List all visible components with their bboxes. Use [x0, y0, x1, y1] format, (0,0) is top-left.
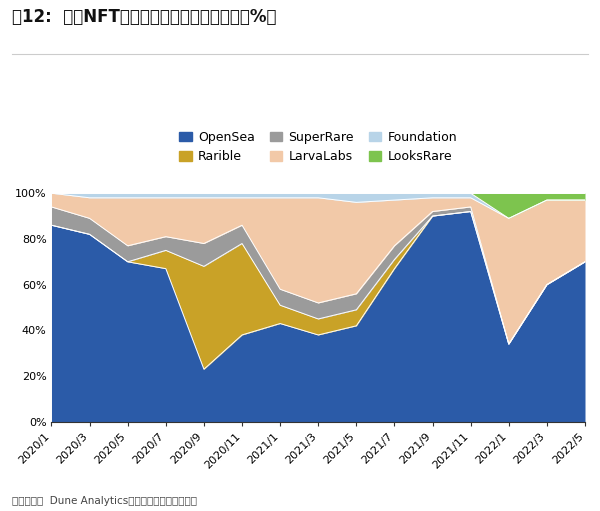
Text: 数据来源：  Dune Analytics，广发证券发展研究中心: 数据来源： Dune Analytics，广发证券发展研究中心 [12, 496, 197, 506]
Legend: OpenSea, Rarible, SuperRare, LarvaLabs, Foundation, LooksRare: OpenSea, Rarible, SuperRare, LarvaLabs, … [179, 131, 457, 163]
Text: 图12:  海外NFT主要交易市场的交易额占比（%）: 图12: 海外NFT主要交易市场的交易额占比（%） [12, 8, 277, 26]
